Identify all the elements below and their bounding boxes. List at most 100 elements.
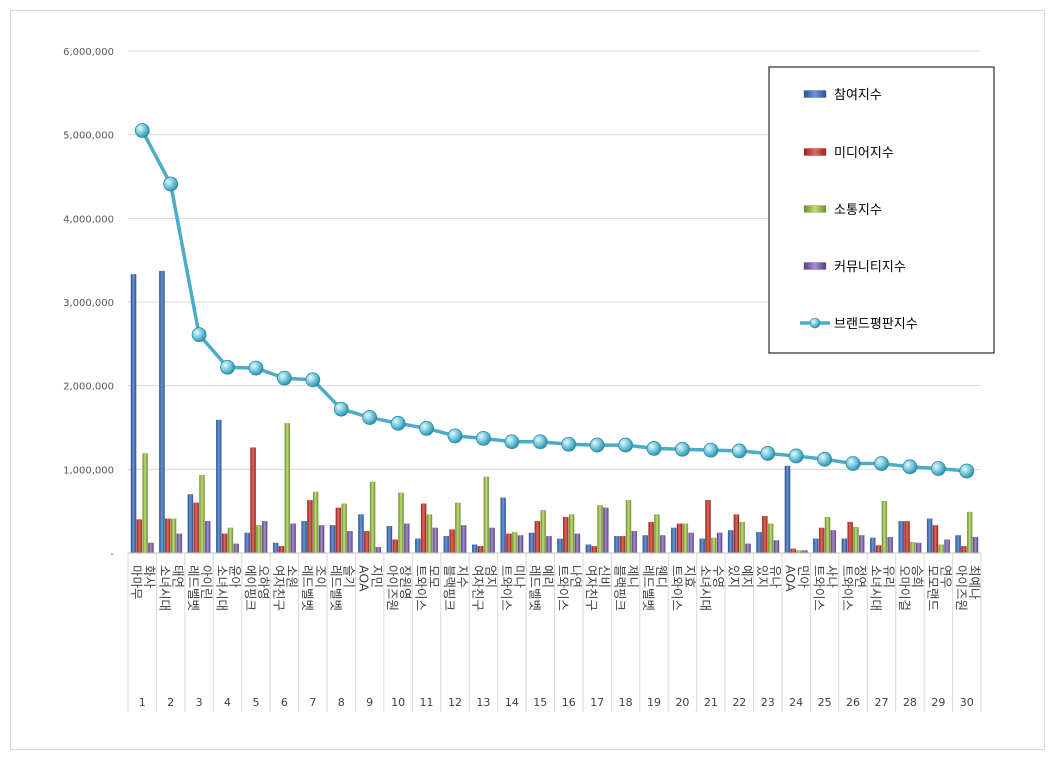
bar-참여지수 <box>585 544 592 554</box>
bar-미디어지수 <box>278 546 285 554</box>
y-tick-label: 5,000,000 <box>63 131 114 142</box>
bar-참여지수 <box>386 526 393 554</box>
bar-소통지수 <box>512 531 518 554</box>
legend-swatch <box>803 90 827 98</box>
x-category-word: 제니 <box>626 565 641 588</box>
bar-커뮤니티지수 <box>944 539 950 554</box>
x-rank-number: 1 <box>139 696 146 709</box>
bar-소통지수 <box>568 514 575 554</box>
bar-미디어지수 <box>961 546 967 554</box>
bar-커뮤니티지수 <box>460 525 467 554</box>
x-rank-number: 28 <box>903 696 917 709</box>
x-category-word: 지효 <box>682 565 697 588</box>
line-point <box>248 360 264 376</box>
line-point <box>362 410 378 425</box>
legend-item: 커뮤니티지수 <box>803 260 906 275</box>
x-rank-number: 4 <box>224 696 231 709</box>
bar-미디어지수 <box>392 539 398 554</box>
bar-소통지수 <box>312 491 319 554</box>
bar-미디어지수 <box>875 545 882 554</box>
line-point <box>618 437 633 453</box>
x-category-word: 예리 <box>540 565 555 588</box>
line-point <box>163 176 179 192</box>
bar-미디어지수 <box>420 503 427 554</box>
x-category-word: 지민 <box>370 565 385 588</box>
line-point <box>390 415 406 431</box>
bar-참여지수 <box>671 527 677 554</box>
x-category-word: 모모랜드 <box>925 565 940 611</box>
line-point <box>845 456 861 471</box>
bar-참여지수 <box>358 514 364 554</box>
bar-참여지수 <box>244 532 250 554</box>
bar-참여지수 <box>841 538 848 554</box>
x-category-word: 민아 <box>796 565 811 589</box>
x-category-word: 나연 <box>569 565 584 588</box>
bar-미디어지수 <box>335 507 342 554</box>
x-category-word: 사나 <box>825 565 840 589</box>
x-category-word: 모모 <box>427 565 442 588</box>
x-category-word: 수영 <box>711 565 726 588</box>
bar-커뮤니티지수 <box>631 531 638 554</box>
x-category-word: 조이 <box>313 565 328 588</box>
line-point <box>589 437 605 453</box>
bar-소통지수 <box>426 514 433 554</box>
bar-소통지수 <box>455 502 461 554</box>
legend-item: 미디어지수 <box>803 146 894 161</box>
bar-참여지수 <box>784 465 791 554</box>
legend-label: 소통지수 <box>834 203 882 218</box>
legend-label: 참여지수 <box>834 88 882 103</box>
x-category-word: 유리 <box>881 565 896 588</box>
x-category-word: 오하영 <box>256 565 271 600</box>
bar-소통지수 <box>654 514 660 554</box>
bar-미디어지수 <box>818 527 825 554</box>
bar-커뮤니티지수 <box>318 525 325 554</box>
bar-미디어지수 <box>506 533 512 554</box>
bar-참여지수 <box>500 497 506 554</box>
legend-swatch <box>803 148 827 156</box>
bar-미디어지수 <box>733 514 740 554</box>
bar-소통지수 <box>199 475 205 554</box>
x-category-word: 마마무 <box>129 565 144 600</box>
bar-참여지수 <box>642 535 649 554</box>
bar-소통지수 <box>625 500 632 554</box>
bar-커뮤니티지수 <box>972 536 979 554</box>
x-category-word: 트와이스 <box>556 565 571 611</box>
x-category-word: 블랙핑크 <box>613 565 628 611</box>
x-category-word: 여자친구 <box>271 565 286 611</box>
bar-미디어지수 <box>619 536 626 554</box>
x-category-word: 레드벨벳 <box>328 565 343 611</box>
legend-label: 미디어지수 <box>834 146 894 161</box>
bar-참여지수 <box>130 274 137 554</box>
bar-커뮤니티지수 <box>176 533 183 554</box>
bar-미디어지수 <box>790 548 797 554</box>
x-category-word: 지수 <box>455 565 470 588</box>
legend-box <box>768 66 995 354</box>
bar-커뮤니티지수 <box>205 521 211 554</box>
bar-소통지수 <box>398 492 404 554</box>
bar-소통지수 <box>881 500 888 554</box>
x-rank-number: 26 <box>846 696 860 709</box>
bar-커뮤니티지수 <box>546 536 552 554</box>
x-category-word: 레드벨벳 <box>186 565 201 611</box>
x-rank-number: 24 <box>789 696 803 709</box>
x-category-word: 소녀시대 <box>698 565 713 611</box>
bar-미디어지수 <box>676 523 683 554</box>
bar-미디어지수 <box>221 533 228 554</box>
bar-참여지수 <box>926 518 933 554</box>
bar-커뮤니티지수 <box>375 546 382 554</box>
bar-커뮤니티지수 <box>290 523 296 554</box>
bar-커뮤니티지수 <box>859 535 865 554</box>
x-category-word: 웬디 <box>654 565 669 588</box>
legend-label: 커뮤니티지수 <box>834 260 906 275</box>
